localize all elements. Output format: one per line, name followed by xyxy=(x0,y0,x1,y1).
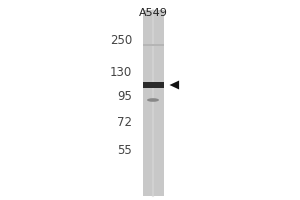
Text: 250: 250 xyxy=(110,33,132,46)
Text: 130: 130 xyxy=(110,66,132,79)
Ellipse shape xyxy=(147,98,159,102)
Polygon shape xyxy=(169,81,179,89)
Bar xyxy=(142,82,164,88)
Text: 72: 72 xyxy=(117,116,132,130)
Text: 95: 95 xyxy=(117,90,132,104)
Bar xyxy=(142,10,164,196)
Text: 55: 55 xyxy=(117,144,132,158)
Text: A549: A549 xyxy=(139,8,167,18)
Bar xyxy=(142,44,164,46)
